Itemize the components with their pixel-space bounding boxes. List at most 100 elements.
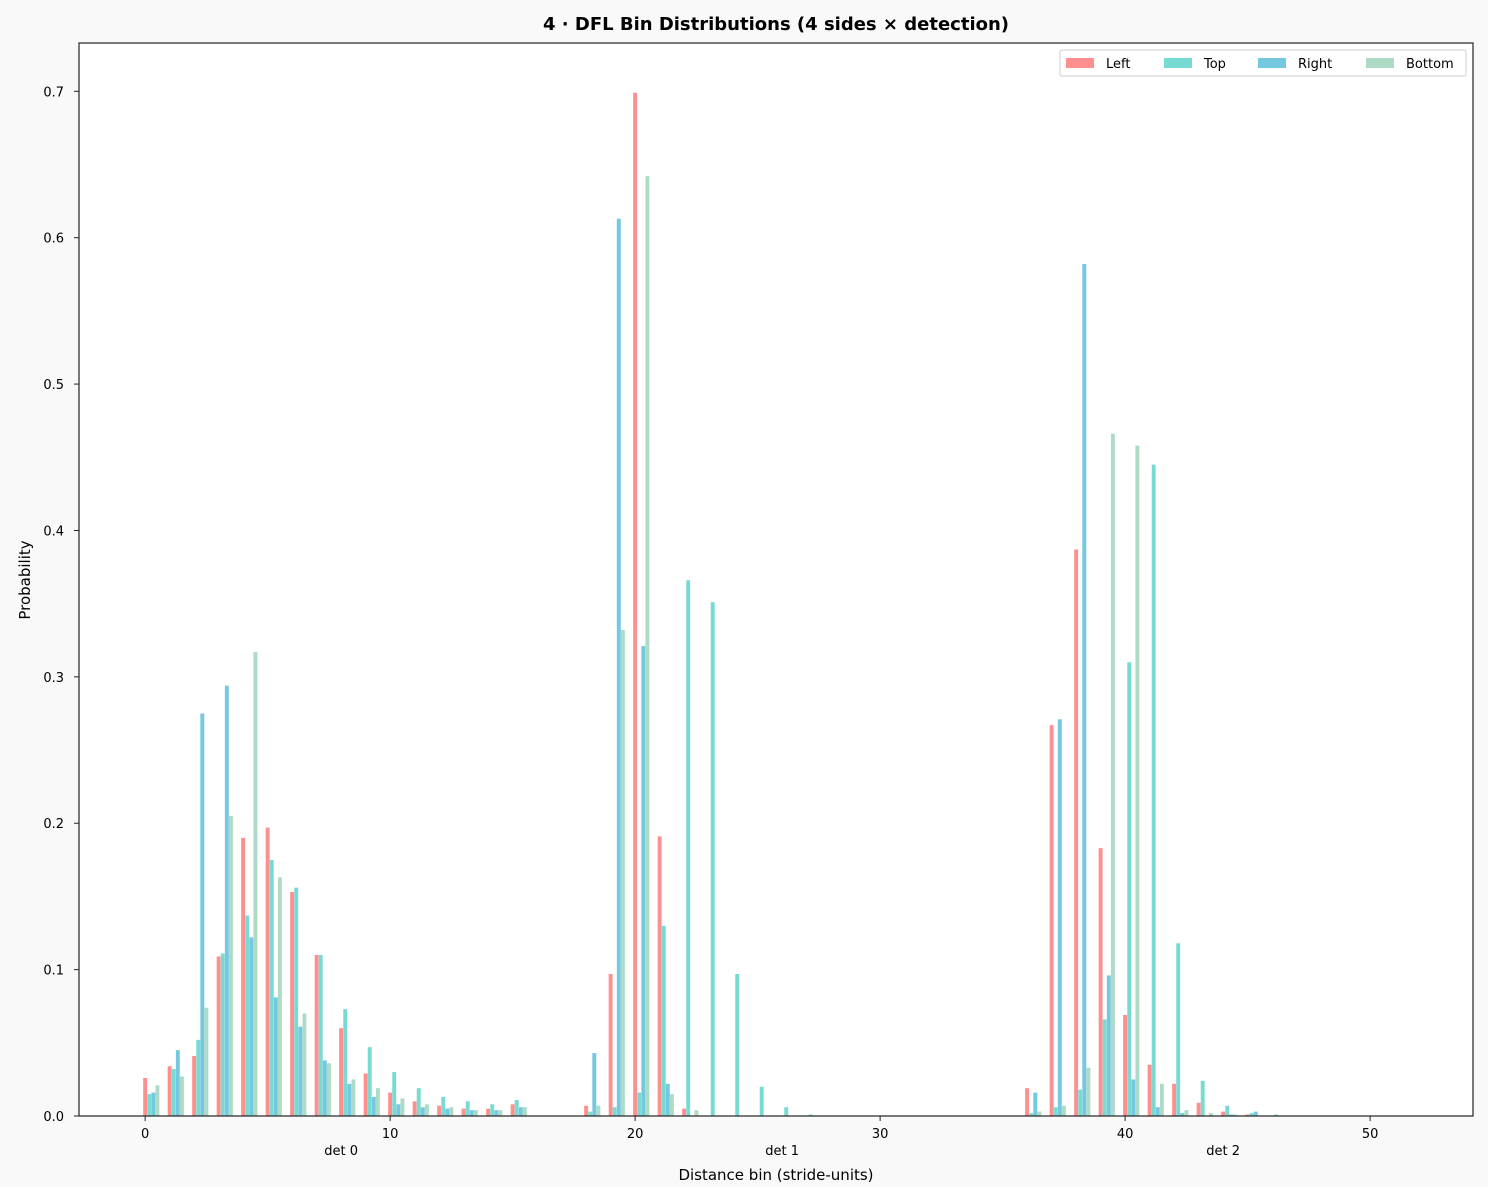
- bar-top-bin-25: [759, 1086, 764, 1116]
- bar-left-bin-5: [265, 827, 270, 1116]
- bar-bottom-bin-42: [1184, 1110, 1189, 1116]
- bar-left-bin-11: [412, 1101, 417, 1116]
- bar-right-bin-11: [420, 1107, 425, 1116]
- bar-left-bin-14: [486, 1108, 491, 1116]
- bar-bottom-bin-36: [1037, 1111, 1042, 1116]
- legend-swatch-left: [1066, 58, 1094, 68]
- bar-top-bin-21: [661, 925, 666, 1116]
- axes-frame: [78, 42, 1474, 1117]
- bar-right-bin-44: [1229, 1114, 1234, 1116]
- bar-top-bin-14: [490, 1104, 495, 1116]
- bar-right-bin-21: [665, 1083, 670, 1116]
- legend-swatch-right: [1258, 58, 1286, 68]
- bar-left-bin-12: [437, 1105, 442, 1116]
- bar-right-bin-41: [1155, 1107, 1160, 1116]
- bar-bottom-bin-40: [1135, 445, 1140, 1116]
- bar-bottom-bin-6: [302, 1013, 307, 1116]
- bar-top-bin-18: [588, 1111, 593, 1116]
- bar-bottom-bin-9: [375, 1088, 380, 1116]
- bar-right-bin-38: [1082, 264, 1087, 1117]
- bar-left-bin-21: [657, 836, 662, 1116]
- bar-right-bin-7: [322, 1060, 327, 1116]
- bar-right-bin-4: [249, 937, 254, 1116]
- bar-bottom-bin-18: [596, 1105, 601, 1116]
- bar-top-bin-9: [367, 1047, 372, 1116]
- bar-top-bin-13: [465, 1101, 470, 1116]
- bar-left-bin-6: [290, 892, 295, 1116]
- bar-bottom-bin-19: [620, 630, 625, 1116]
- group-label: det 1: [765, 1144, 799, 1159]
- bar-top-bin-41: [1151, 464, 1156, 1116]
- y-axis-label: Probability: [16, 540, 34, 619]
- chart-title: 4 · DFL Bin Distributions (4 sides × det…: [543, 14, 1009, 35]
- bar-left-bin-42: [1172, 1083, 1177, 1116]
- bar-left-bin-36: [1025, 1088, 1030, 1116]
- bar-right-bin-42: [1180, 1113, 1185, 1116]
- bar-bottom-bin-22: [694, 1110, 699, 1116]
- legend-swatch-bottom: [1366, 58, 1394, 68]
- bar-right-bin-12: [445, 1108, 450, 1116]
- bar-left-bin-10: [388, 1092, 393, 1116]
- x-tick-label: 30: [872, 1127, 889, 1142]
- bar-bottom-bin-37: [1061, 1105, 1066, 1116]
- legend-label-left: Left: [1106, 57, 1130, 72]
- bar-left-bin-9: [363, 1073, 368, 1116]
- bar-bottom-bin-21: [669, 1094, 674, 1116]
- bar-right-bin-6: [298, 1026, 303, 1116]
- bar-bottom-bin-20: [645, 176, 650, 1117]
- bar-top-bin-44: [1225, 1105, 1230, 1116]
- x-axis-label: Distance bin (stride-units): [678, 1166, 873, 1184]
- bar-right-bin-14: [494, 1110, 499, 1116]
- bar-right-bin-9: [371, 1096, 376, 1116]
- x-tick-label: 50: [1362, 1127, 1379, 1142]
- bar-top-bin-23: [710, 602, 715, 1116]
- bar-right-bin-10: [396, 1104, 401, 1116]
- legend-swatch-top: [1164, 58, 1192, 68]
- bar-left-bin-44: [1221, 1111, 1226, 1116]
- bar-left-bin-4: [241, 837, 246, 1116]
- y-ticks: 0.0 0.1 0.2 0.3 0.4 0.5 0.6 0.7: [43, 85, 79, 1125]
- bar-top-bin-45: [1249, 1113, 1254, 1116]
- bar-right-bin-13: [469, 1110, 474, 1116]
- bar-left-bin-1: [167, 1066, 172, 1116]
- bar-top-bin-19: [612, 1107, 617, 1116]
- bar-left-bin-13: [461, 1108, 466, 1116]
- bar-top-bin-3: [220, 953, 225, 1116]
- legend-label-right: Right: [1298, 57, 1332, 72]
- bar-bottom-bin-38: [1086, 1067, 1091, 1116]
- bar-bottom-bin-11: [424, 1104, 429, 1116]
- bar-left-bin-38: [1074, 549, 1079, 1116]
- bar-top-bin-15: [514, 1099, 519, 1116]
- x-tick-label: 40: [1117, 1127, 1134, 1142]
- bar-right-bin-5: [273, 997, 278, 1116]
- plot-area: [79, 43, 1473, 1116]
- bar-top-bin-10: [392, 1072, 397, 1116]
- bar-top-bin-37: [1053, 1107, 1058, 1116]
- bar-bottom-bin-15: [522, 1107, 527, 1116]
- bar-bottom-bin-14: [498, 1110, 503, 1116]
- bar-right-bin-40: [1131, 1079, 1136, 1116]
- bar-right-bin-37: [1057, 719, 1062, 1116]
- bar-right-bin-15: [518, 1107, 523, 1116]
- bar-bottom-bin-44: [1233, 1114, 1238, 1116]
- bar-bottom-bin-12: [449, 1107, 454, 1116]
- bar-bottom-bin-7: [326, 1063, 331, 1116]
- bar-left-bin-8: [339, 1028, 344, 1116]
- bar-top-bin-26: [784, 1107, 789, 1116]
- y-tick-label: 0.2: [43, 817, 64, 832]
- x-tick-label: 0: [141, 1127, 149, 1142]
- group-label: det 0: [324, 1144, 358, 1159]
- bar-right-bin-2: [200, 713, 205, 1116]
- y-tick-label: 0.0: [43, 1110, 64, 1125]
- x-tick-label: 20: [627, 1127, 644, 1142]
- legend-label-bottom: Bottom: [1406, 57, 1454, 72]
- bars: [143, 92, 1279, 1117]
- bar-top-bin-1: [171, 1069, 176, 1116]
- bar-left-bin-0: [143, 1077, 148, 1116]
- bar-top-bin-6: [294, 887, 299, 1116]
- legend: Left Top Right Bottom: [1059, 49, 1467, 77]
- group-label: det 2: [1206, 1144, 1240, 1159]
- y-tick-label: 0.4: [43, 524, 64, 539]
- bar-left-bin-2: [192, 1055, 197, 1116]
